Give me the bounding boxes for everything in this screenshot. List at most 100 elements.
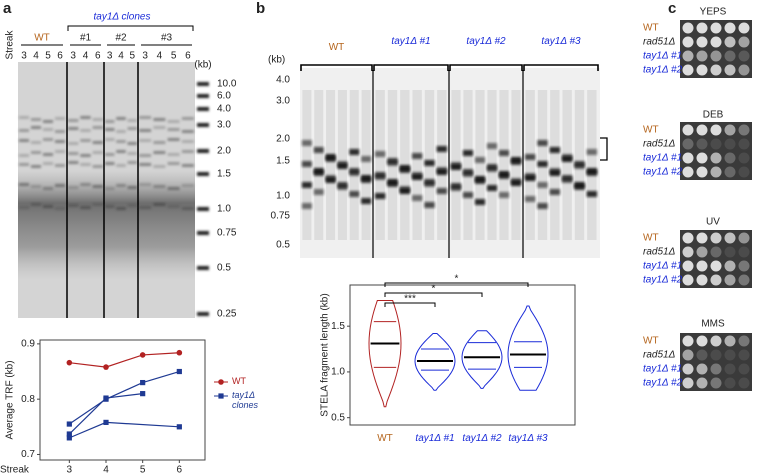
gel-band: [42, 162, 54, 165]
wrapped-label: tay1Δ #1: [415, 433, 455, 444]
lane-smear: [475, 90, 485, 240]
spot: [738, 64, 750, 76]
point: [103, 364, 109, 370]
gel-band: [181, 140, 194, 143]
clones-label: tay1Δ clones: [94, 12, 151, 23]
wrapped-label: WT: [377, 433, 393, 444]
gel-band: [561, 156, 573, 162]
gel-band: [116, 164, 126, 167]
spot: [710, 36, 722, 48]
gel-band: [586, 149, 598, 155]
gel-band: [301, 140, 312, 146]
gel-band: [80, 154, 91, 157]
sig-bracket: [384, 292, 483, 297]
spot: [738, 22, 750, 34]
gel-band: [462, 192, 474, 198]
spot: [710, 166, 722, 178]
gel-band: [349, 149, 360, 155]
gel-band: [524, 196, 536, 202]
violin: [461, 330, 503, 389]
gel-band: [67, 119, 79, 122]
spot: [724, 232, 736, 244]
spot: [738, 349, 750, 361]
gel-band: [411, 174, 423, 180]
sig-label: *: [455, 274, 459, 285]
gel-band: [92, 118, 104, 121]
spot: [710, 274, 722, 286]
spot: [724, 363, 736, 375]
lane-smear: [361, 90, 371, 240]
plate-title: DEB: [703, 110, 724, 121]
point: [140, 391, 146, 397]
lane-smear: [314, 90, 324, 240]
gel-band: [549, 170, 561, 176]
ladder-band: [197, 231, 209, 235]
marker-label: 0.5: [217, 263, 231, 274]
panel-label: a: [3, 0, 12, 17]
gel-band: [153, 151, 166, 154]
gel-band: [411, 195, 423, 201]
gel-band: [30, 126, 42, 129]
x-tick-label: 6: [177, 465, 183, 475]
gel-band: [424, 181, 435, 187]
spot: [738, 335, 750, 347]
gel-band: [54, 150, 66, 153]
gel-band: [127, 186, 138, 189]
gel-band: [153, 118, 166, 121]
spot: [724, 152, 736, 164]
lane-smear: [562, 90, 572, 240]
gel-band: [54, 130, 66, 133]
gel-band: [67, 204, 79, 207]
spot: [696, 349, 708, 361]
clones-bracket: [67, 25, 194, 31]
point: [66, 359, 73, 366]
gel-band: [574, 184, 585, 190]
point: [66, 421, 72, 427]
gel-band: [67, 161, 79, 164]
lane-smear: [326, 90, 336, 240]
gel-band: [524, 154, 536, 160]
series-line: [69, 352, 180, 368]
gel-band: [474, 157, 486, 163]
spot: [738, 124, 750, 136]
gel-band: [510, 180, 522, 186]
point: [103, 419, 109, 425]
gel-band: [537, 203, 548, 209]
gel-band: [30, 118, 42, 121]
lane-label: 4: [157, 51, 163, 62]
gel-band: [116, 150, 126, 153]
gel-band: [361, 177, 372, 183]
gel-band: [450, 164, 462, 170]
gel-band: [116, 140, 126, 143]
x-axis-label: Streak: [0, 465, 30, 475]
lane-label: 3: [107, 51, 113, 62]
marker-label: 1.0: [217, 204, 231, 215]
spot: [724, 377, 736, 389]
spot: [682, 260, 694, 272]
spot: [724, 260, 736, 272]
gel-band: [549, 189, 561, 195]
gel-band: [361, 198, 372, 204]
kb-label: (kb): [268, 55, 285, 66]
gel-band: [181, 184, 194, 187]
label-box: tay1Δ #3: [541, 36, 580, 47]
gel-band: [153, 141, 166, 144]
lane-smear: [525, 90, 535, 240]
legend-label: WT: [232, 376, 246, 386]
wrapped-label: tay1Δ #2: [462, 433, 502, 444]
group-label: WT: [34, 33, 50, 44]
gel-band: [42, 187, 54, 190]
lane-label: 5: [171, 51, 177, 62]
marker-label: 0.75: [271, 211, 291, 222]
gel-band: [313, 147, 324, 153]
gel-band: [127, 142, 138, 145]
gel-band: [104, 205, 115, 208]
gel-band: [462, 150, 474, 156]
wrapped-label: tay1Δ #2: [466, 36, 506, 47]
panel-label: b: [256, 0, 265, 17]
spot: [682, 274, 694, 286]
gel-band: [116, 117, 126, 120]
violin: [507, 305, 549, 391]
lane-label: 6: [185, 51, 191, 62]
spot: [710, 50, 722, 62]
